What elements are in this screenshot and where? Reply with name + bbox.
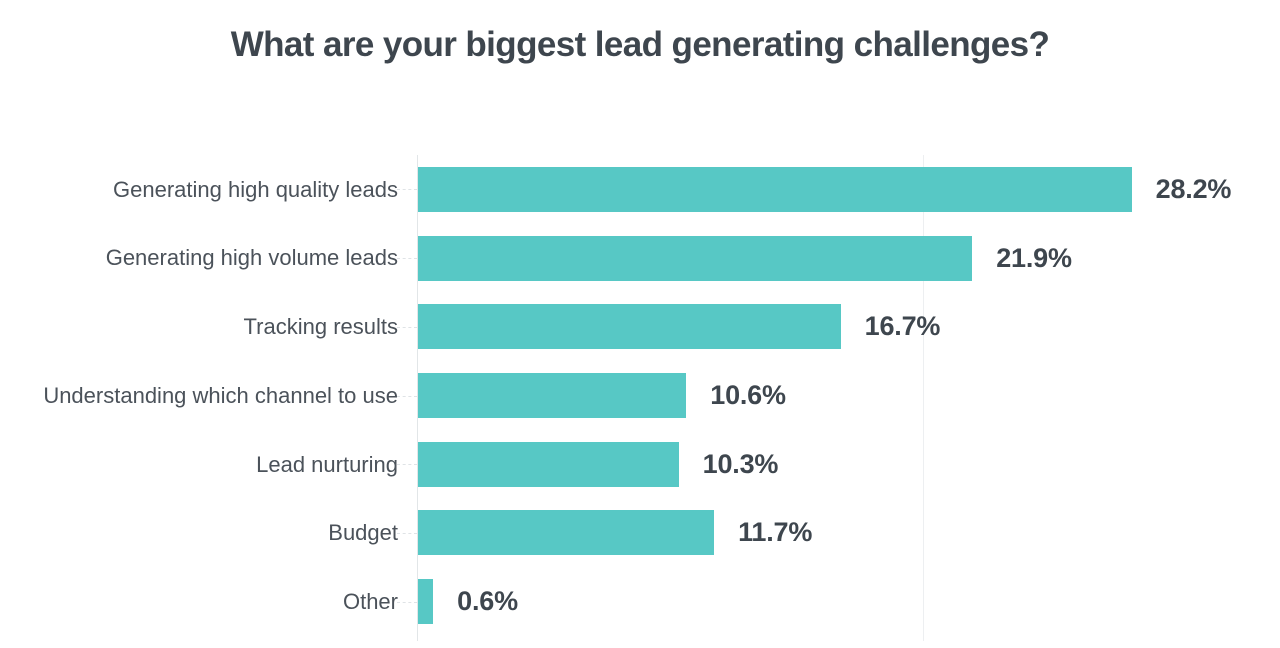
category-label: Other <box>342 589 398 615</box>
chart-row: Generating high volume leads 21.9% <box>0 224 1280 293</box>
value-label: 0.6% <box>457 586 518 617</box>
chart-row: Generating high quality leads 28.2% <box>0 155 1280 224</box>
bar-rows: Generating high quality leads 28.2% Genera… <box>0 155 1280 636</box>
value-label: 28.2% <box>1155 173 1232 204</box>
chart-row: Tracking results 16.7% <box>0 292 1280 361</box>
bar <box>418 373 687 419</box>
chart-row: Budget 11.7% <box>0 499 1280 568</box>
axis-tick <box>397 464 417 466</box>
value-label: 10.6% <box>710 380 786 411</box>
category-label: Lead nurturing <box>256 451 398 477</box>
y-axis-line <box>417 155 418 641</box>
axis-tick <box>397 395 417 397</box>
category-label: Generating high volume leads <box>105 245 398 271</box>
value-label: 21.9% <box>996 242 1072 273</box>
axis-tick <box>397 189 417 191</box>
bar <box>418 441 679 487</box>
chart-row: Lead nurturing 10.3% <box>0 430 1280 499</box>
value-label: 16.7% <box>864 311 941 342</box>
category-label: Generating high quality leads <box>113 176 398 202</box>
bar <box>418 166 1132 212</box>
gridline-20-percent <box>923 155 925 641</box>
category-label: Understanding which channel to use <box>43 382 398 408</box>
plot-area: Generating high quality leads 28.2% Genera… <box>0 155 1280 645</box>
category-label: Budget <box>328 520 398 546</box>
bar <box>418 235 973 281</box>
chart-title: What are your biggest lead generating ch… <box>230 25 1050 64</box>
value-label: 11.7% <box>738 517 813 548</box>
chart-row: Other 0.6% <box>0 567 1280 636</box>
bar <box>418 304 841 350</box>
axis-tick <box>397 326 417 328</box>
bar <box>418 510 715 556</box>
bar <box>418 579 434 625</box>
category-label: Tracking results <box>243 314 398 340</box>
chart-row: Understanding which channel to use 10.6% <box>0 361 1280 430</box>
axis-tick <box>397 601 417 603</box>
axis-tick <box>397 532 417 534</box>
axis-tick <box>397 258 417 260</box>
value-label: 10.3% <box>702 448 779 479</box>
